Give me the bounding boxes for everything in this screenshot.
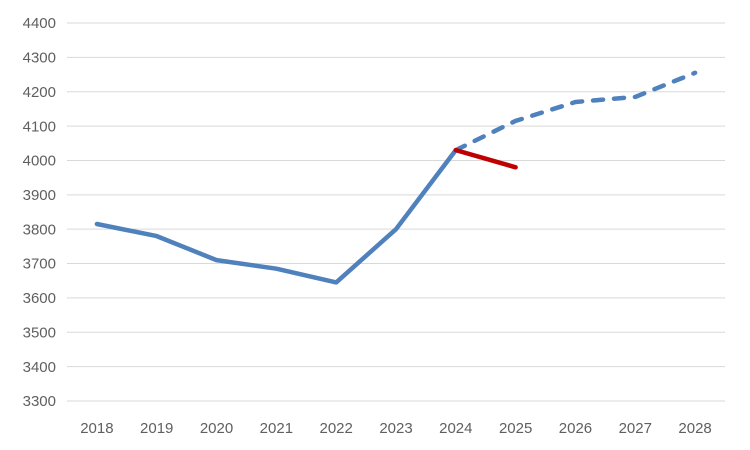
y-tick-label: 4100 xyxy=(23,118,56,135)
y-tick-label: 3800 xyxy=(23,221,56,238)
x-tick-label: 2021 xyxy=(260,420,293,437)
historical-line xyxy=(94,147,459,285)
x-tick-label: 2028 xyxy=(678,420,711,437)
y-tick-label: 3600 xyxy=(23,290,56,307)
x-tick-label: 2022 xyxy=(319,420,352,437)
alternate-forecast-line xyxy=(453,147,518,170)
x-tick-label: 2018 xyxy=(80,420,113,437)
y-tick-label: 4000 xyxy=(23,153,56,170)
y-tick-label: 3900 xyxy=(23,187,56,204)
y-tick-label: 4300 xyxy=(23,50,56,67)
x-tick-label: 2023 xyxy=(379,420,412,437)
x-tick-label: 2027 xyxy=(619,420,652,437)
y-tick-label: 3300 xyxy=(23,393,56,410)
y-tick-label: 4200 xyxy=(23,84,56,101)
y-tick-label: 3500 xyxy=(23,324,56,341)
x-tick-label: 2024 xyxy=(439,420,472,437)
x-tick-label: 2025 xyxy=(499,420,532,437)
x-tick-label: 2020 xyxy=(200,420,233,437)
forecast-line xyxy=(453,70,698,153)
y-tick-label: 3700 xyxy=(23,256,56,273)
x-tick-label: 2026 xyxy=(559,420,592,437)
y-tick-label: 4400 xyxy=(23,15,56,32)
x-tick-label: 2019 xyxy=(140,420,173,437)
y-tick-label: 3400 xyxy=(23,359,56,376)
